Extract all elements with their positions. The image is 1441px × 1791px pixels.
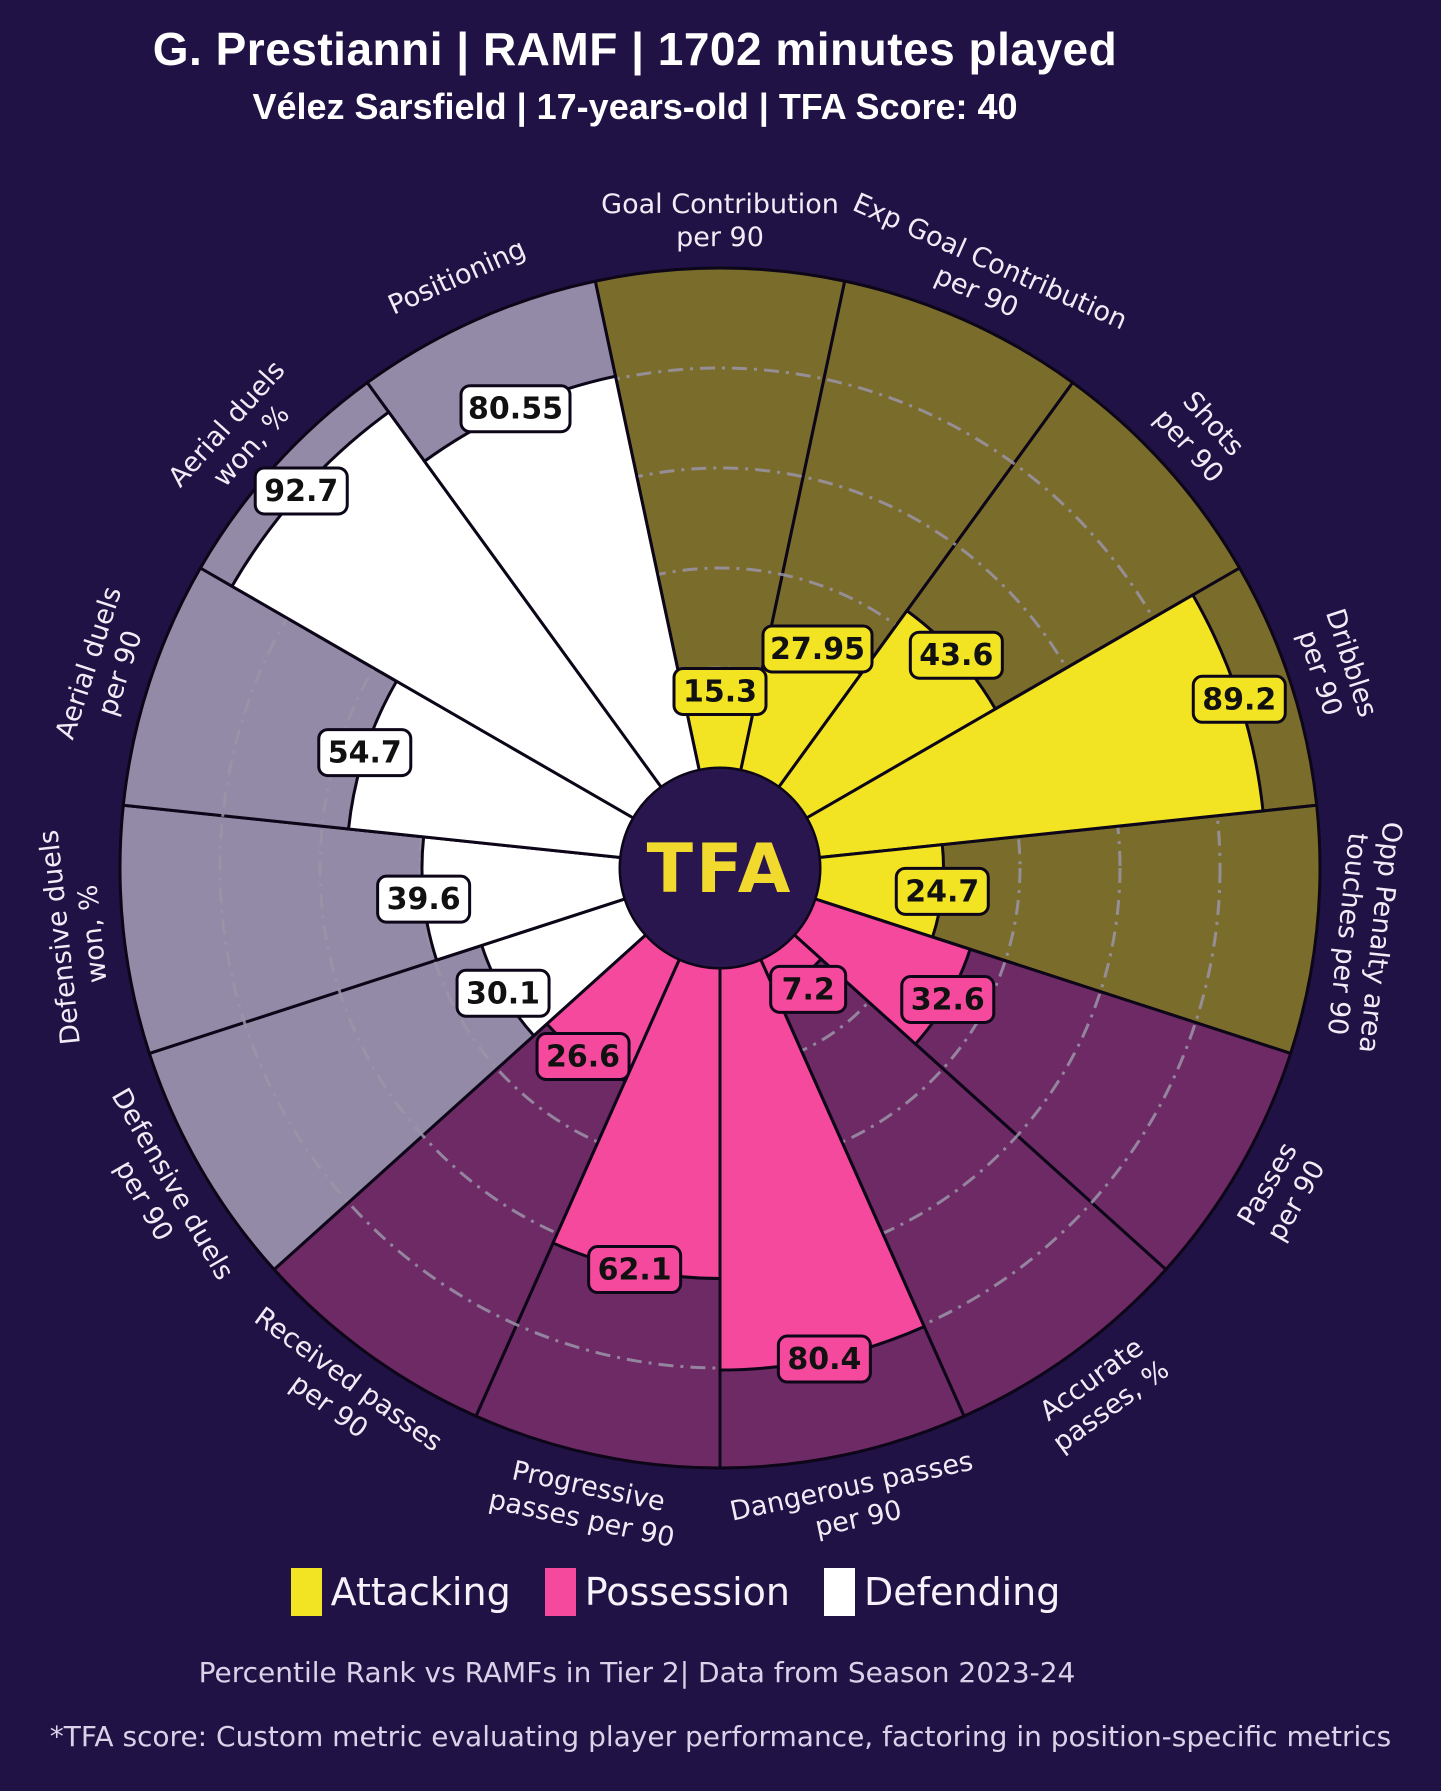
slice-label-text: Defensive duelswon, %	[33, 825, 119, 1046]
value-badge-7: 7.2	[769, 964, 848, 1014]
slice-fill-4	[804, 592, 1265, 860]
slice-label-text: Dribblesper 90	[1288, 605, 1383, 731]
value-badge-5: 24.7	[894, 866, 990, 916]
slice-label-text: Progressivepasses per 90	[486, 1452, 684, 1554]
value-badge-box	[459, 384, 572, 434]
value-badge-text: 54.7	[328, 736, 402, 771]
value-badge-9: 62.1	[587, 1245, 683, 1295]
value-badge-text: 89.2	[1202, 682, 1276, 717]
value-badge-text: 43.6	[919, 638, 993, 673]
value-badge-text: 24.7	[905, 874, 979, 909]
legend-item-defending: Defending	[823, 1568, 1061, 1616]
value-badge-15: 80.55	[459, 384, 572, 434]
value-badge-14: 92.7	[253, 466, 349, 516]
value-badge-box	[317, 728, 413, 778]
value-badge-12: 39.6	[376, 874, 472, 924]
value-badge-4: 89.2	[1191, 674, 1287, 724]
slice-label-1: Goal Contribution per 90	[601, 189, 839, 253]
legend-label-possession: Possession	[584, 1570, 790, 1614]
value-badge-10: 26.6	[535, 1032, 631, 1082]
value-badge-box	[900, 975, 996, 1024]
slice-label-9: Progressivepasses per 90	[486, 1452, 684, 1554]
value-badge-text: 7.2	[782, 972, 835, 1007]
page-subtitle: Vélez Sarsfield | 17-years-old | TFA Sco…	[252, 86, 1018, 127]
value-badge-1: 15.3	[672, 667, 768, 716]
value-badge-11: 30.1	[455, 968, 551, 1018]
legend-label-defending: Defending	[863, 1570, 1061, 1614]
value-badge-box	[908, 630, 1004, 680]
slice-label-text: Goal Contribution per 90	[601, 189, 839, 253]
value-badge-text: 32.6	[911, 983, 985, 1018]
value-badge-box	[376, 874, 472, 924]
legend-item-attacking: Attacking	[290, 1568, 511, 1616]
value-badge-text: 62.1	[598, 1253, 672, 1288]
tfa-logo-text: TFA	[647, 830, 794, 909]
value-badge-box	[776, 1334, 872, 1384]
chart-caption: Percentile Rank vs RAMFs in Tier 2| Data…	[198, 1656, 1076, 1689]
value-badge-text: 30.1	[466, 976, 540, 1011]
value-badge-text: 80.55	[468, 392, 563, 427]
tfa-score-footnote: *TFA score: Custom metric evaluating pla…	[49, 1720, 1392, 1753]
slice-label-4: Dribblesper 90	[1288, 605, 1383, 731]
value-badge-text: 27.95	[770, 632, 865, 667]
slice-fill-13	[346, 679, 636, 860]
value-badge-6: 32.6	[900, 975, 996, 1024]
value-badge-text: 26.6	[546, 1040, 620, 1075]
value-badge-box	[672, 667, 768, 716]
page-title: G. Prestianni | RAMF | 1702 minutes play…	[152, 23, 1118, 75]
legend-item-possession: Possession	[544, 1568, 790, 1616]
value-badge-box	[587, 1245, 683, 1295]
value-badge-box	[894, 866, 990, 916]
value-badge-13: 54.7	[317, 728, 413, 778]
value-badge-text: 15.3	[683, 675, 757, 710]
chart-legend: Attacking Possession Defending	[0, 1568, 1351, 1616]
value-badge-3: 43.6	[908, 630, 1004, 680]
value-badge-box	[535, 1032, 631, 1082]
value-badge-box	[253, 466, 349, 516]
chart-header: G. Prestianni | RAMF | 1702 minutes play…	[0, 22, 1270, 128]
value-badge-text: 92.7	[264, 474, 338, 509]
tfa-logo-circle	[621, 769, 819, 967]
legend-swatch-possession	[544, 1568, 576, 1616]
value-badge-box	[769, 964, 848, 1014]
legend-swatch-defending	[823, 1568, 855, 1616]
gridline-circle-80	[218, 366, 1222, 1370]
value-badge-8: 80.4	[776, 1334, 872, 1384]
slice-fill-9	[551, 957, 722, 1281]
legend-swatch-attacking	[290, 1568, 322, 1616]
gridline-circle-60	[318, 466, 1122, 1270]
slice-fill-12	[420, 835, 627, 962]
legend-label-attacking: Attacking	[330, 1570, 511, 1614]
value-badge-text: 39.6	[387, 882, 461, 917]
value-badge-2: 27.95	[761, 624, 874, 674]
slice-label-text: Opp Penalty areatouches per 90	[1319, 817, 1407, 1055]
slice-fill-8	[718, 957, 927, 1372]
value-badge-box	[761, 624, 874, 674]
value-badge-box	[455, 968, 551, 1018]
slice-label-12: Defensive duelswon, %	[33, 825, 119, 1046]
value-badge-text: 80.4	[787, 1342, 861, 1377]
slice-label-5: Opp Penalty areatouches per 90	[1319, 817, 1407, 1055]
value-badge-box	[1191, 674, 1287, 724]
slice-fill-15	[422, 374, 701, 790]
